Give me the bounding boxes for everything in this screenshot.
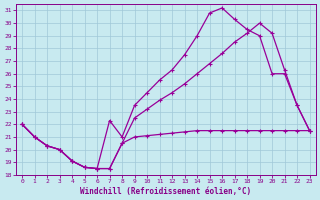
X-axis label: Windchill (Refroidissement éolien,°C): Windchill (Refroidissement éolien,°C) [80, 187, 252, 196]
